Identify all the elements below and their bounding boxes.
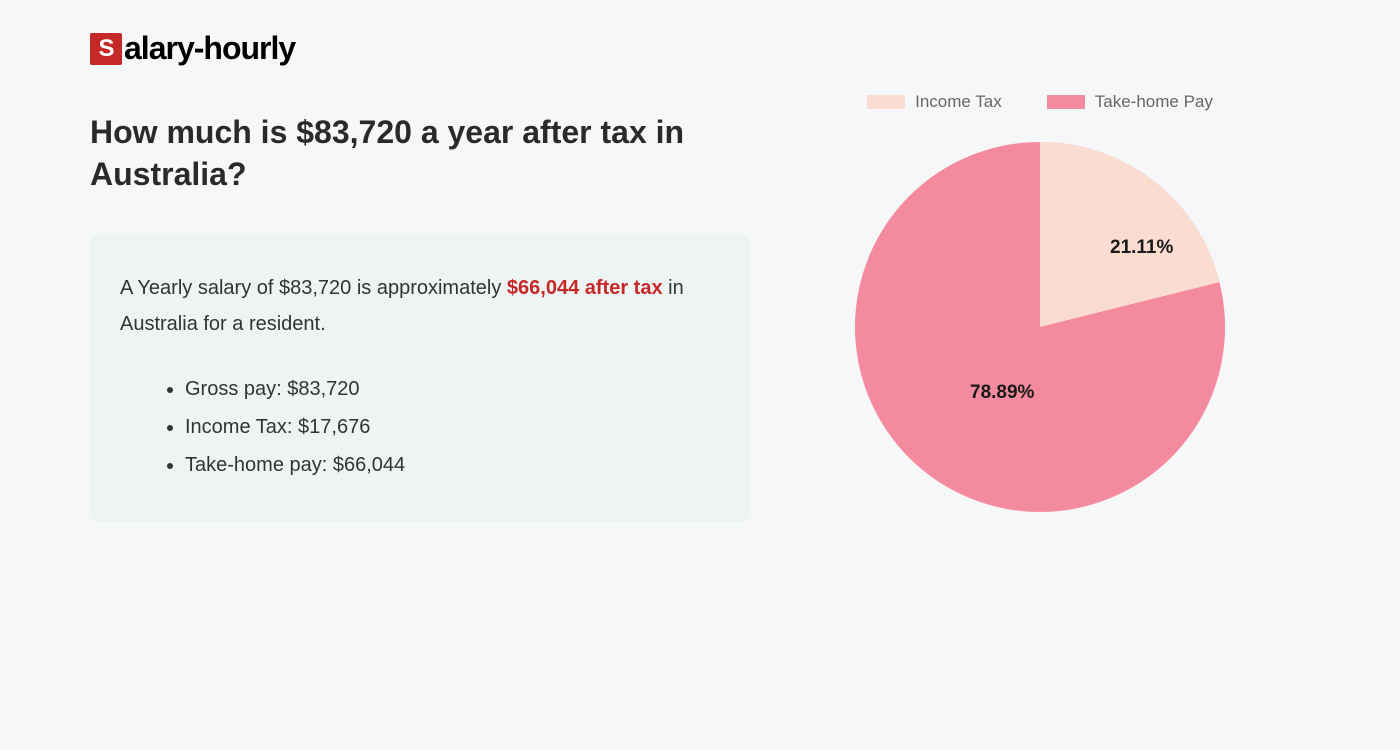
page-title: How much is $83,720 a year after tax in … <box>90 112 750 195</box>
logo: Salary-hourly <box>90 30 1310 67</box>
legend-item-tax: Income Tax <box>867 92 1002 112</box>
left-column: How much is $83,720 a year after tax in … <box>90 112 750 522</box>
summary-prefix: A Yearly salary of $83,720 is approximat… <box>120 277 507 299</box>
chart-legend: Income Tax Take-home Pay <box>867 92 1213 112</box>
content-area: How much is $83,720 a year after tax in … <box>90 112 1310 522</box>
pie-label-take: 78.89% <box>970 382 1034 404</box>
legend-swatch-take <box>1047 95 1085 109</box>
list-item: Income Tax: $17,676 <box>185 408 720 446</box>
summary-text: A Yearly salary of $83,720 is approximat… <box>120 270 720 342</box>
legend-label-take: Take-home Pay <box>1095 92 1213 112</box>
logo-initial: S <box>90 33 122 65</box>
list-item: Gross pay: $83,720 <box>185 370 720 408</box>
summary-list: Gross pay: $83,720 Income Tax: $17,676 T… <box>120 370 720 484</box>
logo-text: alary-hourly <box>124 30 295 67</box>
pie-label-tax: 21.11% <box>1110 237 1173 259</box>
list-item: Take-home pay: $66,044 <box>185 446 720 484</box>
chart-column: Income Tax Take-home Pay 21.11% 78.89% <box>830 92 1250 522</box>
pie-svg <box>855 132 1225 522</box>
pie-chart: 21.11% 78.89% <box>855 132 1225 522</box>
legend-item-take: Take-home Pay <box>1047 92 1213 112</box>
summary-highlight: $66,044 after tax <box>507 277 663 299</box>
legend-swatch-tax <box>867 95 905 109</box>
legend-label-tax: Income Tax <box>915 92 1002 112</box>
summary-box: A Yearly salary of $83,720 is approximat… <box>90 235 750 522</box>
